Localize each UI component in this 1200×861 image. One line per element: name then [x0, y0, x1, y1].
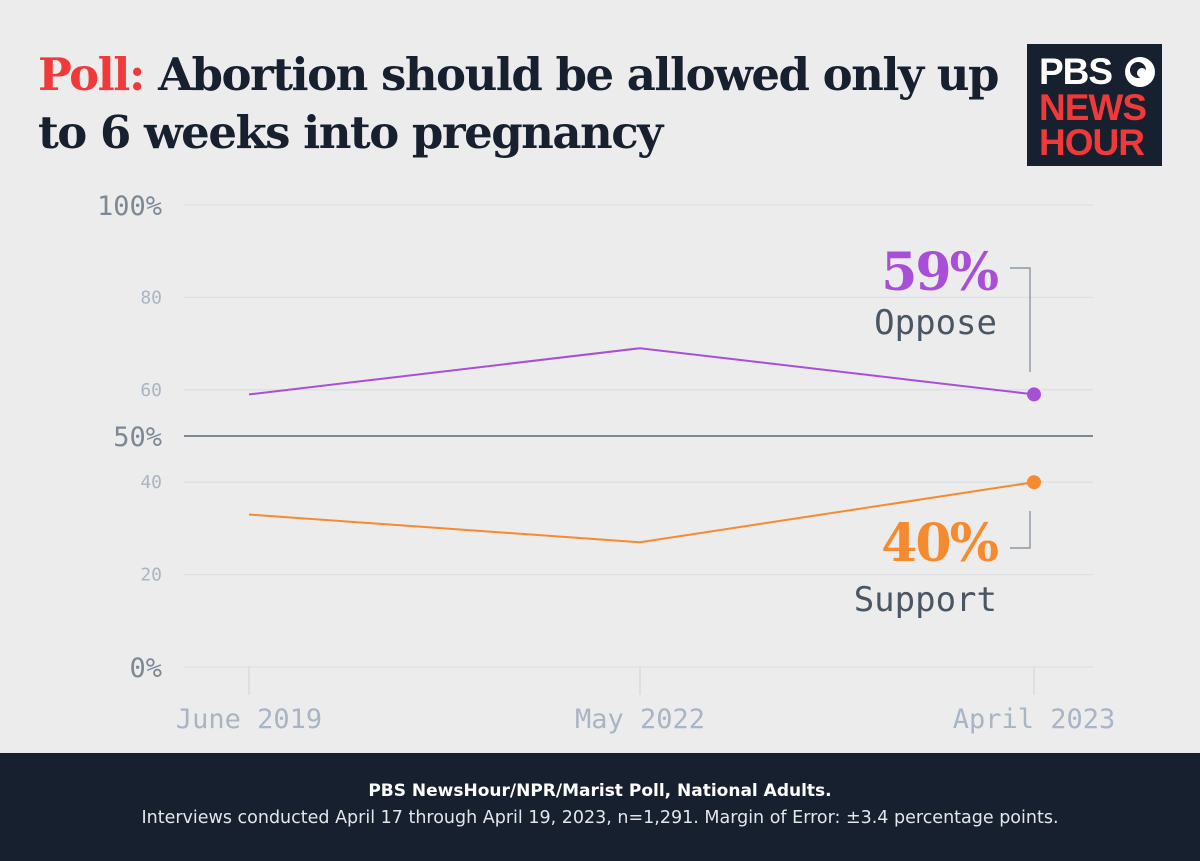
title-kicker: Poll:	[38, 48, 145, 101]
y-tick-label: 40	[140, 472, 162, 493]
series-line-support	[248, 481, 1035, 544]
series-end-point-support	[1027, 475, 1041, 490]
logo-line-2: NEWS	[1039, 87, 1147, 128]
y-tick-label: 0%	[129, 653, 162, 684]
y-tick-label: 100%	[97, 191, 162, 222]
x-tick-label: June 2019	[176, 704, 322, 735]
series-end-value: 40%	[881, 513, 998, 574]
label-leader-line	[1010, 511, 1031, 549]
y-tick-label: 60	[140, 380, 162, 401]
series-end-point-oppose	[1027, 387, 1041, 402]
pbs-newshour-logo: PBS NEWS HOUR	[1027, 44, 1162, 166]
y-tick-label: 80	[140, 287, 162, 308]
x-tick-label: May 2022	[575, 704, 705, 735]
footer-note: Interviews conducted April 17 through Ap…	[141, 808, 1059, 828]
series-name-label: Oppose	[874, 303, 997, 343]
pbs-head-icon	[1125, 57, 1155, 87]
series-line-oppose	[248, 347, 1035, 396]
label-leader-line	[1010, 267, 1031, 372]
x-tick-label: April 2023	[953, 704, 1116, 735]
title-text: Abortion should be allowed only up to 6 …	[38, 48, 999, 159]
footer: PBS NewsHour/NPR/Marist Poll, National A…	[0, 753, 1200, 861]
y-tick-label: 20	[140, 565, 162, 586]
line-chart: 100% 80 60 50% 40 20 0% June 2019 May 2022 April …	[97, 191, 1116, 735]
logo-line-3: HOUR	[1039, 122, 1145, 163]
footer-source: PBS NewsHour/NPR/Marist Poll, National A…	[368, 781, 832, 801]
y-tick-label: 50%	[113, 422, 162, 453]
series-name-label: Support	[854, 580, 997, 620]
chart-title: Poll: Abortion should be allowed only up…	[38, 46, 999, 162]
logo-line-1: PBS	[1039, 51, 1113, 92]
series-end-value: 59%	[881, 242, 998, 303]
